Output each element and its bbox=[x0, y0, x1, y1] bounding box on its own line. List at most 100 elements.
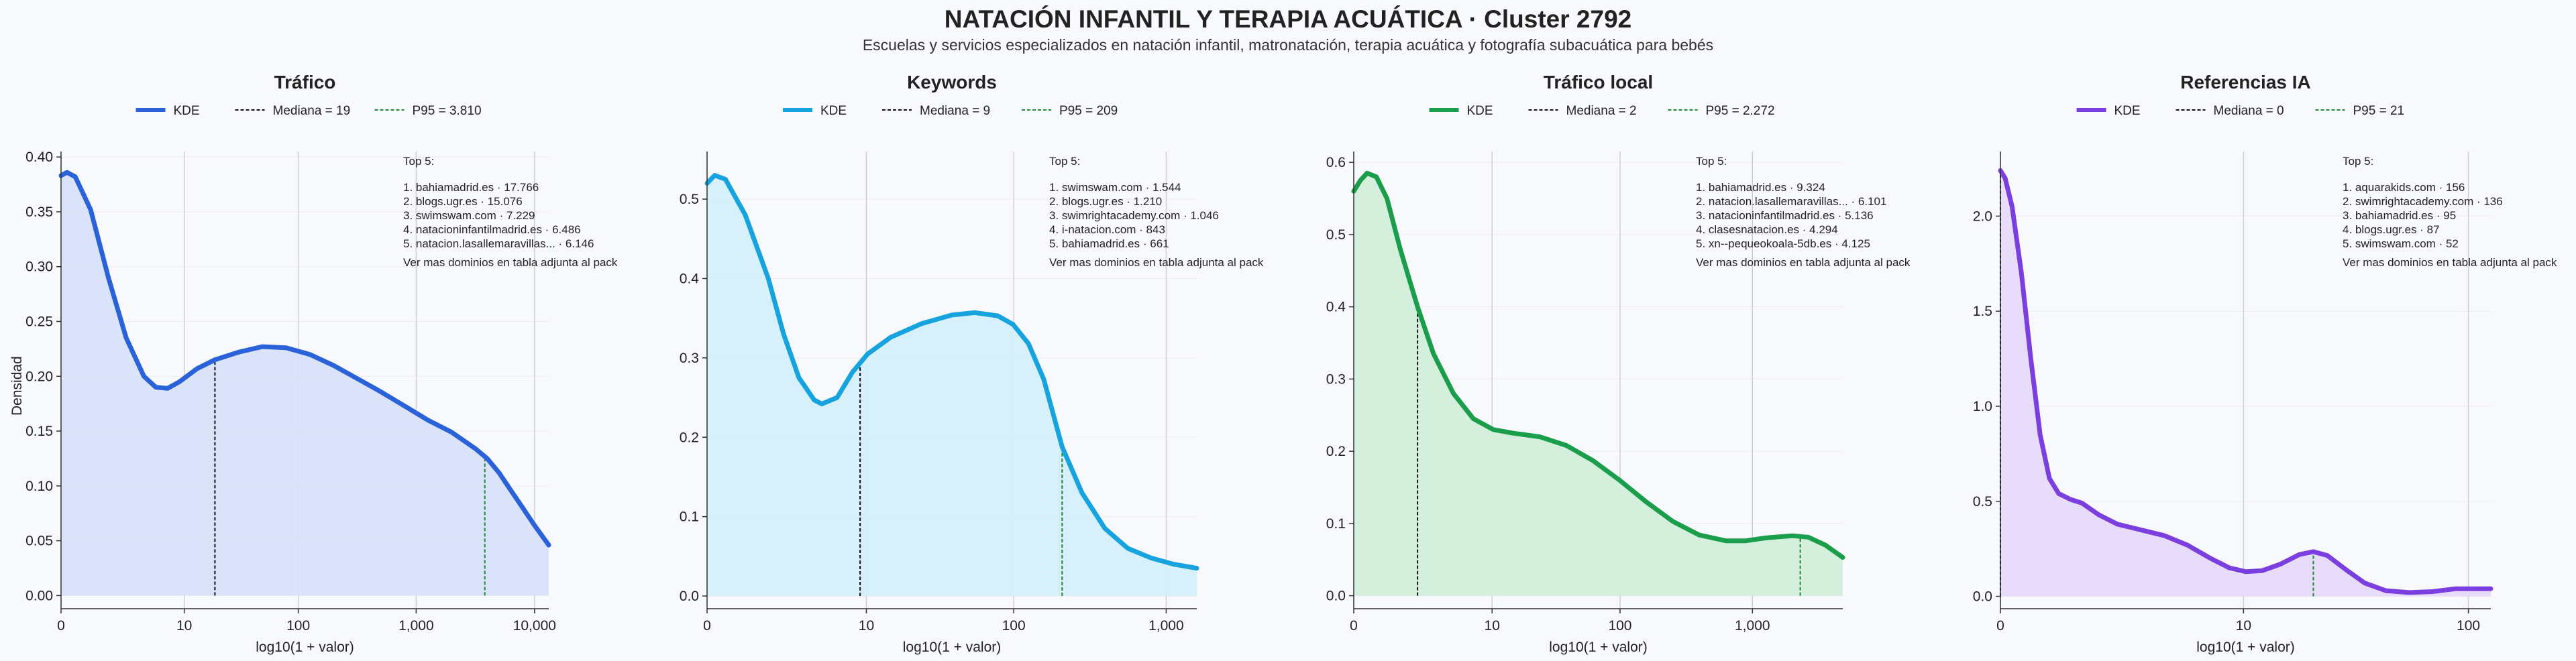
y-tick-label: 0.30 bbox=[25, 259, 53, 275]
kde-line bbox=[704, 173, 1199, 571]
legend-median-label: Mediana = 0 bbox=[2214, 104, 2284, 118]
y-tick-label: 0.2 bbox=[1326, 444, 1346, 459]
x-tick-label: 0 bbox=[1350, 618, 1358, 634]
legend-kde-label: KDE bbox=[174, 104, 200, 118]
top5-item: 3. natacioninfantilmadrid.es · 5.136 bbox=[1696, 209, 1874, 222]
kde-area bbox=[2000, 170, 2491, 597]
top5-item: 2. natacion.lasallemaravillas... · 6.101 bbox=[1696, 195, 1886, 208]
legend: KDE Mediana = 19 P95 = 3.810 bbox=[136, 104, 482, 118]
x-tick-label: 1,000 bbox=[1148, 618, 1184, 634]
y-tick-label: 0.10 bbox=[25, 479, 53, 494]
top5-item: 1. bahiamadrid.es · 17.766 bbox=[403, 181, 539, 194]
legend-kde-label: KDE bbox=[2114, 104, 2141, 118]
chart-title: Keywords bbox=[907, 72, 997, 93]
y-tick-label: 0.5 bbox=[1973, 494, 1992, 509]
y-tick-label: 0.4 bbox=[1326, 300, 1346, 315]
y-tick-label: 0.00 bbox=[25, 588, 53, 603]
y-tick-label: 0.5 bbox=[680, 192, 699, 207]
legend-median-label: Mediana = 9 bbox=[920, 104, 990, 118]
kde-area bbox=[1354, 173, 1843, 596]
kde-area bbox=[61, 172, 549, 596]
y-tick-label: 0.3 bbox=[1326, 371, 1346, 387]
kde-line bbox=[1998, 168, 2493, 595]
figure-subtitle: Escuelas y servicios especializados en n… bbox=[862, 36, 1714, 54]
y-tick-label: 0.0 bbox=[1326, 589, 1346, 604]
y-tick-label: 2.0 bbox=[1973, 208, 1992, 224]
top5-footer: Ver mas dominios en tabla adjunta al pac… bbox=[1049, 256, 1264, 269]
top5-item: 1. swimswam.com · 1.544 bbox=[1049, 181, 1181, 194]
top5-heading: Top 5: bbox=[1049, 155, 1080, 168]
legend-p95-label: P95 = 2.272 bbox=[1706, 104, 1775, 118]
top5-footer: Ver mas dominios en tabla adjunta al pac… bbox=[403, 256, 618, 269]
chart-title: Referencias IA bbox=[2180, 72, 2311, 93]
legend: KDE Mediana = 2 P95 = 2.272 bbox=[1429, 104, 1775, 118]
chart-title: Tráfico bbox=[274, 72, 336, 93]
legend-median-label: Mediana = 19 bbox=[273, 104, 351, 118]
top5-item: 3. swimrightacademy.com · 1.046 bbox=[1049, 209, 1219, 222]
y-tick-label: 0.20 bbox=[25, 369, 53, 384]
legend-kde-label: KDE bbox=[820, 104, 847, 118]
kde-line bbox=[1351, 170, 1845, 560]
top5-item: 4. natacioninfantilmadrid.es · 6.486 bbox=[403, 223, 581, 236]
y-tick-label: 0.1 bbox=[1326, 516, 1346, 532]
y-tick-label: 0.3 bbox=[680, 351, 699, 366]
y-tick-label: 1.0 bbox=[1973, 399, 1992, 414]
legend-p95-label: P95 = 209 bbox=[1059, 104, 1118, 118]
top5-heading: Top 5: bbox=[403, 155, 434, 168]
chart-panel-1: Tráfico KDE Mediana = 19 P95 = 3.810 0.00 0.0… bbox=[25, 72, 618, 655]
y-tick-label: 0.35 bbox=[25, 204, 53, 220]
x-tick-label: 10 bbox=[2236, 618, 2251, 634]
top5-item: 4. clasesnatacion.es · 4.294 bbox=[1696, 223, 1838, 236]
top5-item: 4. blogs.ugr.es · 87 bbox=[2343, 223, 2440, 236]
top5-item: 5. swimswam.com · 52 bbox=[2343, 237, 2459, 250]
kde-area bbox=[707, 175, 1197, 597]
y-tick-label: 0.15 bbox=[25, 424, 53, 439]
chart-panel-3: Tráfico local KDE Mediana = 2 P95 = 2.272 0.… bbox=[1326, 72, 1911, 655]
x-tick-label: 0 bbox=[703, 618, 711, 634]
x-axis-label: log10(1 + valor) bbox=[256, 640, 354, 655]
top5-item: 1. bahiamadrid.es · 9.324 bbox=[1696, 181, 1825, 194]
legend: KDE Mediana = 9 P95 = 209 bbox=[783, 104, 1118, 118]
y-tick-label: 0.40 bbox=[25, 149, 53, 165]
figure-title: NATACIÓN INFANTIL Y TERAPIA ACUÁTICA · C… bbox=[944, 5, 1632, 33]
x-tick-label: 10 bbox=[1485, 618, 1500, 634]
y-tick-label: 0.0 bbox=[680, 589, 699, 604]
x-axis-label: log10(1 + valor) bbox=[2196, 640, 2295, 655]
top5-heading: Top 5: bbox=[2343, 155, 2373, 168]
x-tick-label: 100 bbox=[1608, 618, 1631, 634]
x-axis-label: log10(1 + valor) bbox=[1549, 640, 1648, 655]
legend: KDE Mediana = 0 P95 = 21 bbox=[2076, 104, 2404, 118]
top5-heading: Top 5: bbox=[1696, 155, 1727, 168]
legend-median-label: Mediana = 2 bbox=[1566, 104, 1637, 118]
top5-item: 5. bahiamadrid.es · 661 bbox=[1049, 237, 1169, 250]
top5-item: 4. i-natacion.com · 843 bbox=[1049, 223, 1165, 236]
legend-p95-label: P95 = 3.810 bbox=[413, 104, 482, 118]
y-tick-label: 0.1 bbox=[680, 509, 699, 525]
chart-panel-2: Keywords KDE Mediana = 9 P95 = 209 0.0 0.1 0.2… bbox=[680, 72, 1264, 655]
x-tick-label: 10 bbox=[176, 618, 192, 634]
x-axis-label: log10(1 + valor) bbox=[903, 640, 1002, 655]
top5-item: 3. bahiamadrid.es · 95 bbox=[2343, 209, 2456, 222]
top5-item: 5. xn--pequeokoala-5db.es · 4.125 bbox=[1696, 237, 1870, 250]
y-tick-label: 0.4 bbox=[680, 271, 700, 286]
top5-footer: Ver mas dominios en tabla adjunta al pac… bbox=[2343, 256, 2557, 269]
top5-item: 2. blogs.ugr.es · 1.210 bbox=[1049, 195, 1162, 208]
y-tick-label: 0.0 bbox=[1973, 589, 1992, 605]
y-tick-label: 0.5 bbox=[1326, 227, 1346, 243]
x-tick-label: 1,000 bbox=[398, 618, 434, 634]
x-tick-label: 1,000 bbox=[1735, 618, 1770, 634]
x-tick-label: 10,000 bbox=[513, 618, 556, 634]
top5-item: 2. blogs.ugr.es · 15.076 bbox=[403, 195, 523, 208]
x-tick-label: 10 bbox=[859, 618, 874, 634]
x-tick-label: 0 bbox=[1996, 618, 2004, 634]
top5-item: 2. swimrightacademy.com · 136 bbox=[2343, 195, 2503, 208]
y-tick-label: 0.2 bbox=[680, 430, 699, 445]
x-tick-label: 0 bbox=[57, 618, 65, 634]
kde-line bbox=[58, 170, 551, 548]
